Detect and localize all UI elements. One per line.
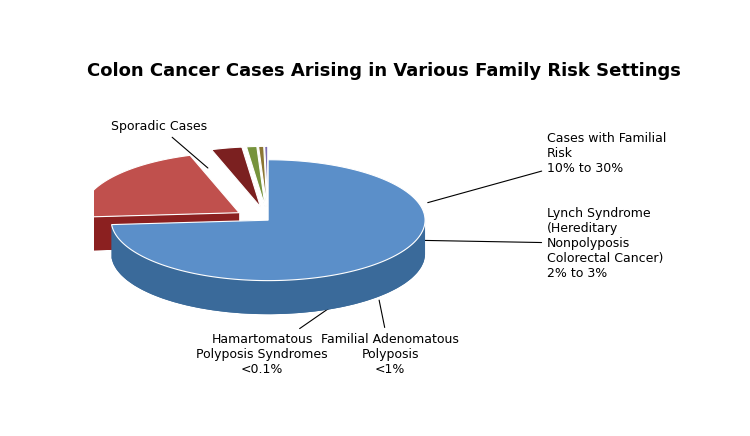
Text: Familial Adenomatous
Polyposis
<1%: Familial Adenomatous Polyposis <1% <box>321 300 459 376</box>
Polygon shape <box>82 213 239 251</box>
Text: Hamartomatous
Polyposis Syndromes
<0.1%: Hamartomatous Polyposis Syndromes <0.1% <box>196 296 347 376</box>
Text: Colon Cancer Cases Arising in Various Family Risk Settings: Colon Cancer Cases Arising in Various Fa… <box>88 62 681 80</box>
Polygon shape <box>112 160 425 281</box>
Polygon shape <box>112 221 425 314</box>
Polygon shape <box>82 155 239 217</box>
Polygon shape <box>259 146 267 207</box>
Text: Lynch Syndrome
(Hereditary
Nonpolyposis
Colorectal Cancer)
2% to 3%: Lynch Syndrome (Hereditary Nonpolyposis … <box>422 207 664 280</box>
Polygon shape <box>247 146 265 207</box>
Polygon shape <box>211 147 260 207</box>
Polygon shape <box>112 220 268 258</box>
Text: Cases with Familial
Risk
10% to 30%: Cases with Familial Risk 10% to 30% <box>427 132 667 203</box>
Polygon shape <box>112 254 425 314</box>
Text: Sporadic Cases: Sporadic Cases <box>111 119 208 168</box>
Polygon shape <box>265 146 268 207</box>
Polygon shape <box>82 246 239 251</box>
